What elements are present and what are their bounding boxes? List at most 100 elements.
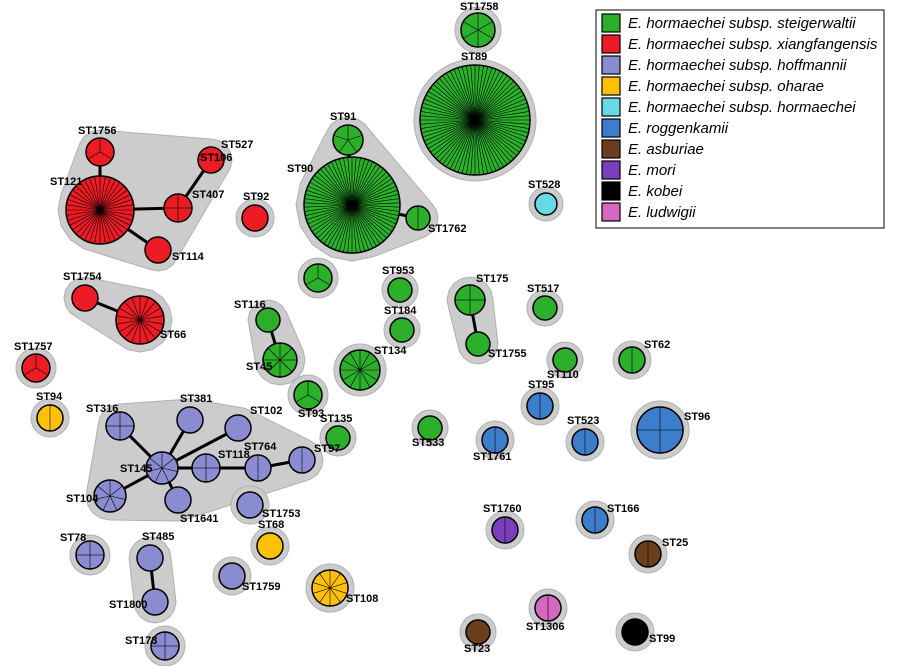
- legend-label: E. hormaechei subsp. hormaechei: [628, 99, 856, 116]
- node-circle: [257, 533, 283, 559]
- node-ST99: [622, 619, 648, 645]
- node-circle: [466, 620, 490, 644]
- halo-layer: [16, 7, 689, 666]
- node-label: ST175: [476, 273, 508, 285]
- node-ST1753: [237, 492, 263, 518]
- node-ST1762: [406, 206, 430, 230]
- node-label: ST1761: [473, 451, 512, 463]
- node-label: ST1759: [242, 581, 281, 593]
- legend-label: E. hormaechei subsp. steigerwaltii: [628, 15, 856, 32]
- node-label: ST166: [607, 503, 639, 515]
- node-label: ST527: [221, 139, 253, 151]
- node-label: ST104: [66, 493, 99, 505]
- node-label: ST99: [649, 633, 675, 645]
- node-label: ST62: [644, 339, 670, 351]
- node-ST1756: [86, 138, 114, 166]
- node-label: ST102: [250, 405, 282, 417]
- node-ST517: [533, 296, 557, 320]
- node-label: ST953: [382, 265, 414, 277]
- node-circle: [237, 492, 263, 518]
- node-label: ST407: [192, 189, 224, 201]
- node-ST485: [137, 545, 163, 571]
- node-ST97: [289, 447, 315, 473]
- node-label: ST1757: [14, 341, 53, 353]
- node-label: ST173: [125, 635, 157, 647]
- legend-swatch: [602, 77, 620, 95]
- node-ST175: [455, 285, 485, 315]
- node-ST1754: [72, 285, 98, 311]
- node-ST66: [116, 296, 164, 344]
- node-ST62: [619, 347, 645, 373]
- node-label: ST78: [60, 532, 86, 544]
- node-ST92: [242, 205, 268, 231]
- node-label: ST135: [320, 413, 352, 425]
- legend-swatch: [602, 140, 620, 158]
- node-ST1757: [22, 354, 50, 382]
- node-ST114: [145, 237, 171, 263]
- node-ST96: [637, 407, 683, 453]
- node-label: ST1762: [428, 223, 467, 235]
- node-ST523: [572, 429, 598, 455]
- node-ST184: [390, 318, 414, 342]
- node-label: ST1754: [63, 271, 102, 283]
- node-label: ST533: [412, 437, 444, 449]
- node-ST25: [635, 541, 661, 567]
- legend-label: E. roggenkamii: [628, 120, 729, 137]
- legend-swatch: [602, 182, 620, 200]
- node-label: ST89: [461, 51, 487, 63]
- node-ST116: [256, 308, 280, 332]
- node-circle: [388, 278, 412, 302]
- node-label: ST90: [287, 163, 313, 175]
- legend-swatch: [602, 56, 620, 74]
- legend-label: E. hormaechei subsp. oharae: [628, 78, 824, 95]
- node-label: ST1755: [488, 348, 527, 360]
- node-ST108: [312, 570, 348, 606]
- node-label: ST523: [567, 415, 599, 427]
- node-circle: [622, 619, 648, 645]
- node-ST316: [106, 412, 134, 440]
- node-label: ST92: [243, 191, 269, 203]
- node-ST95: [527, 393, 553, 419]
- node-label: ST528: [528, 179, 560, 191]
- node-ST1306: [535, 595, 561, 621]
- node-label: ST95: [528, 379, 554, 391]
- node-ST953: [388, 278, 412, 302]
- node-label: ST25: [662, 537, 688, 549]
- node-ST94: [37, 405, 63, 431]
- node-ST1758: [461, 13, 495, 47]
- legend-swatch: [602, 119, 620, 137]
- node-circle: [466, 332, 490, 356]
- node-circle: [390, 318, 414, 342]
- node-circle: [256, 308, 280, 332]
- node-ST407: [164, 194, 192, 222]
- node-label: ST1641: [180, 513, 219, 525]
- legend-label: E. mori: [628, 162, 676, 179]
- node-ST93: [294, 381, 322, 409]
- node-circle: [137, 545, 163, 571]
- node-label: ST1758: [460, 1, 499, 13]
- node-ST78: [76, 541, 104, 569]
- node-circle: [145, 237, 171, 263]
- legend-swatch: [602, 35, 620, 53]
- legend-label: E. kobei: [628, 183, 683, 200]
- legend-swatch: [602, 98, 620, 116]
- legend-swatch: [602, 14, 620, 32]
- legend: E. hormaechei subsp. steigerwaltii E. hor…: [596, 10, 884, 228]
- node-ST1761: [482, 427, 508, 453]
- node-label: ST68: [258, 519, 284, 531]
- node-ST166: [582, 507, 608, 533]
- node-label: ST1756: [78, 125, 117, 137]
- node-ST528: [535, 193, 557, 215]
- node-label: ST94: [36, 391, 63, 403]
- legend-label: E. hormaechei subsp. hoffmannii: [628, 57, 847, 74]
- node-label: ST485: [142, 531, 174, 543]
- node-ST1755: [466, 332, 490, 356]
- node-label: ST116: [234, 299, 266, 311]
- node-label: ST381: [180, 393, 212, 405]
- legend-swatch: [602, 203, 620, 221]
- node-label: ST96: [684, 411, 710, 423]
- node-label: ST114: [172, 251, 205, 263]
- node-circle: [533, 296, 557, 320]
- node-label: ST121: [50, 176, 82, 188]
- node-ST91: [333, 125, 363, 155]
